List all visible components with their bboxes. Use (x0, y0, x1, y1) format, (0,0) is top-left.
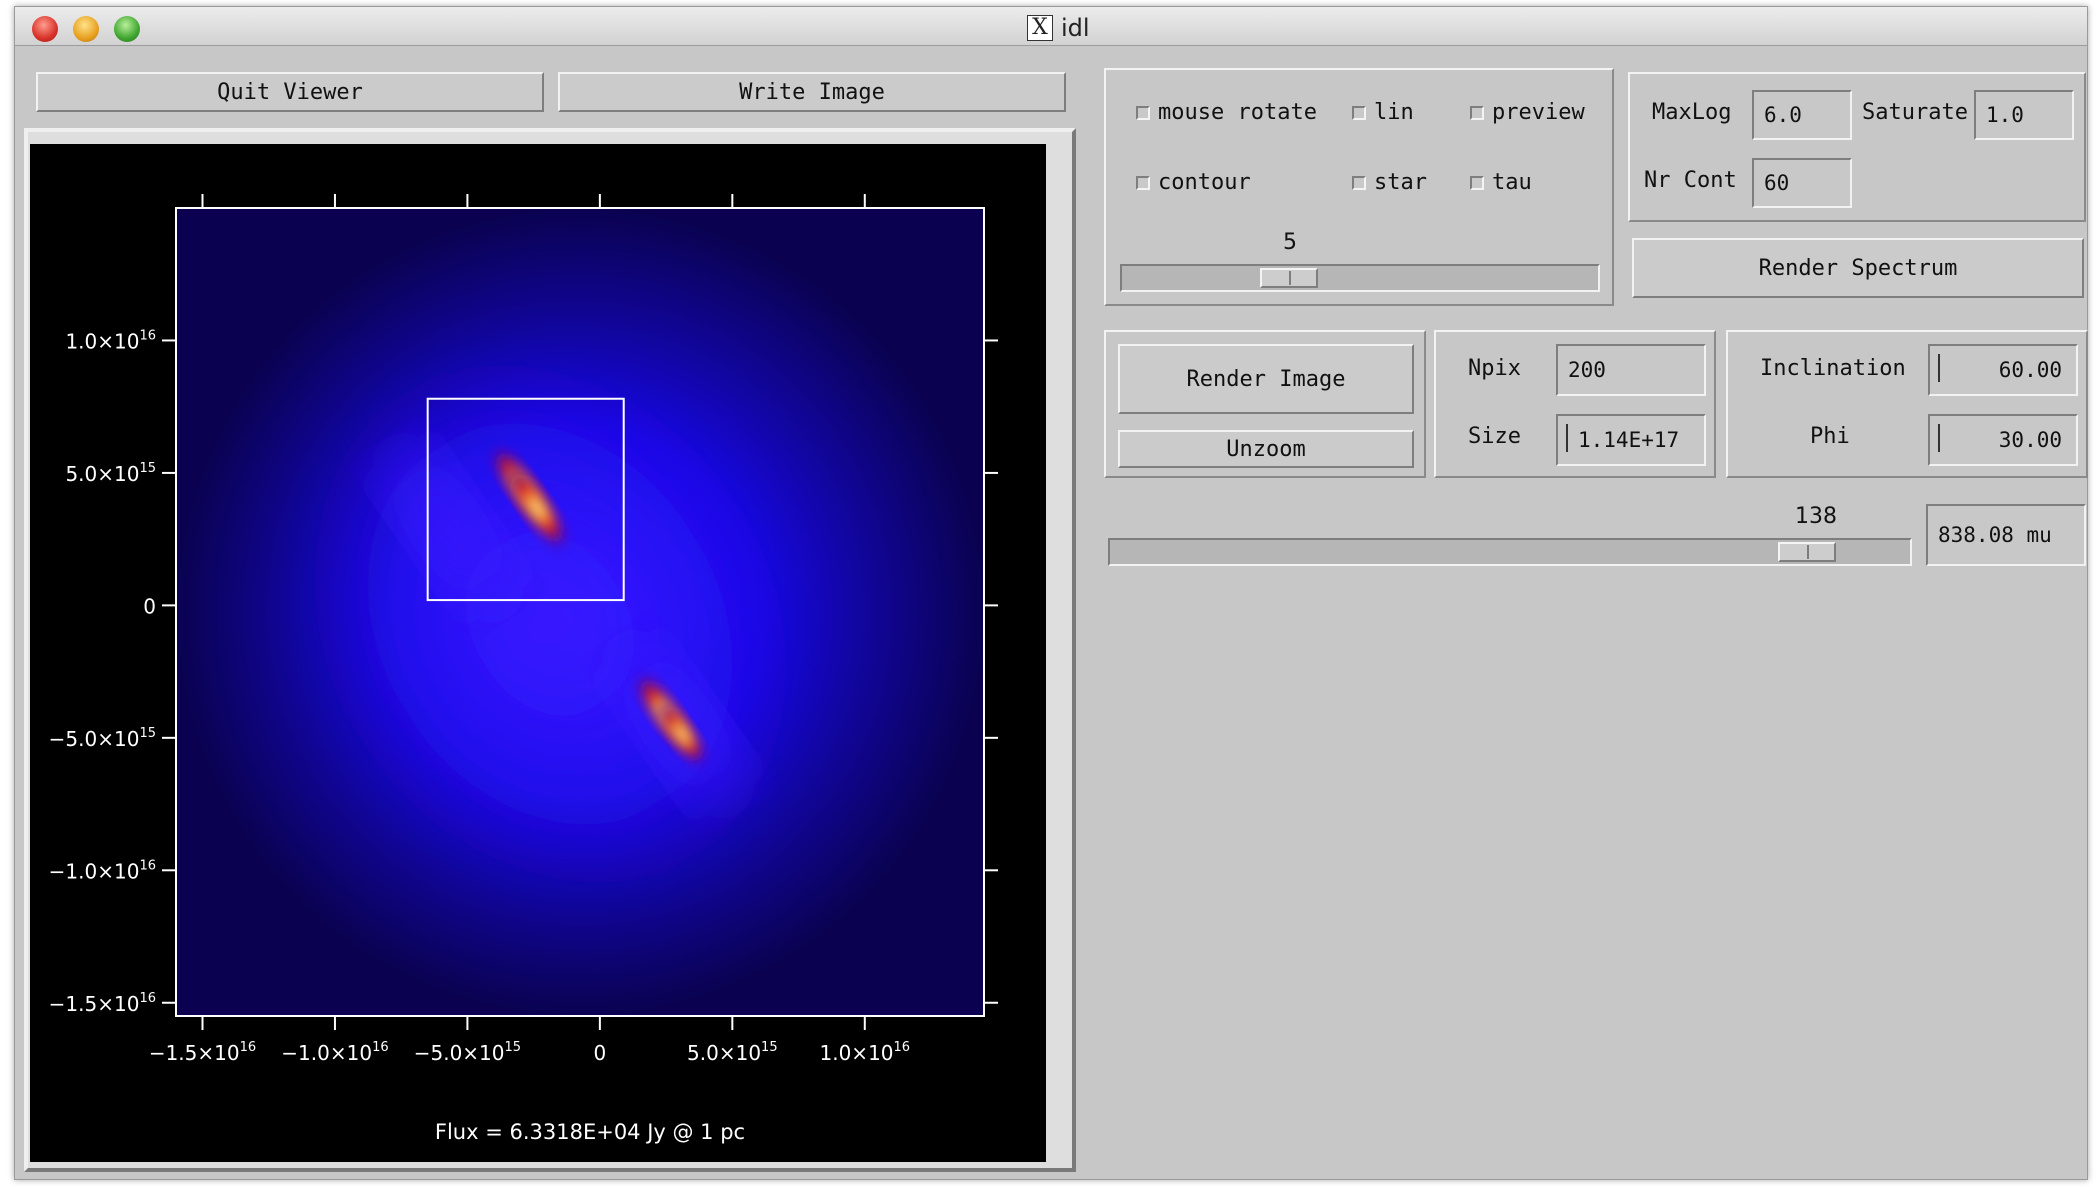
hot-spot-lower-tail (656, 700, 708, 768)
lin-label: lin (1374, 100, 1414, 125)
mouse-rotate-label: mouse rotate (1158, 100, 1317, 125)
zoom-window-icon[interactable] (114, 16, 140, 42)
write-image-button[interactable]: Write Image (558, 72, 1066, 112)
contour-label: contour (1158, 170, 1251, 195)
plot-border (175, 207, 985, 1017)
preview-label: preview (1492, 100, 1585, 125)
wavelength-index-label: 138 (1795, 504, 1837, 529)
contour-settings-panel (1628, 72, 2086, 222)
npix-label: Npix (1468, 356, 1521, 381)
unzoom-button[interactable]: Unzoom (1118, 430, 1414, 468)
lin-checkbox[interactable]: lin (1352, 100, 1414, 125)
size-label: Size (1468, 424, 1521, 449)
size-input[interactable]: 1.14E+17 (1556, 414, 1706, 466)
image-plot[interactable]: −1.5×1016 −1.0×1016 −5.0×1015 0 5.0×1015 1.0×… (30, 144, 1046, 1162)
x-tick-label: −1.0×1016 (281, 1040, 388, 1065)
tau-checkbox[interactable]: tau (1470, 170, 1532, 195)
preview-checkbox[interactable]: preview (1470, 100, 1585, 125)
checkbox-square[interactable] (1352, 105, 1366, 120)
minimize-window-icon[interactable] (73, 16, 99, 42)
x-tick-label: −5.0×1015 (414, 1040, 521, 1065)
grid-panel (1434, 330, 1716, 478)
inclination-label: Inclination (1760, 356, 1906, 381)
text-cursor-icon (1938, 354, 1940, 382)
checkbox-square[interactable] (1136, 105, 1150, 120)
y-tick-label: −1.5×1016 (49, 991, 156, 1016)
zoom-box[interactable] (426, 397, 625, 602)
text-cursor-icon (1566, 424, 1568, 452)
viewing-angle-panel (1726, 330, 2088, 478)
x-tick-label: −1.5×1016 (149, 1040, 256, 1065)
nrcont-input[interactable]: 60 (1752, 158, 1852, 208)
checkbox-square[interactable] (1136, 175, 1150, 190)
inclination-input[interactable]: 60.00 (1928, 344, 2078, 396)
x-tick-label: 0 (594, 1041, 607, 1065)
checkbox-square[interactable] (1470, 175, 1484, 190)
npix-input[interactable]: 200 (1556, 344, 1706, 396)
plot-canvas[interactable]: −1.5×1016 −1.0×1016 −5.0×1015 0 5.0×1015 1.0×… (30, 144, 1046, 1162)
x-tick-label: 5.0×1015 (687, 1040, 778, 1065)
options-panel (1104, 68, 1614, 306)
flux-label: Flux = 6.3318E+04 Jy @ 1 pc (435, 1120, 745, 1144)
wavelength-slider-thumb[interactable] (1777, 542, 1836, 562)
mouse-rotate-checkbox[interactable]: mouse rotate (1136, 100, 1317, 125)
y-tick-label: −5.0×1015 (49, 726, 156, 751)
star-checkbox[interactable]: star (1352, 170, 1427, 195)
nrcont-label: Nr Cont (1644, 168, 1737, 193)
emission-halo-upper (385, 449, 511, 607)
saturate-input[interactable]: 1.0 (1974, 90, 2074, 140)
window-title: X idl (1027, 14, 1090, 42)
maxlog-label: MaxLog (1652, 100, 1732, 125)
top-slider-value: 5 (1283, 230, 1297, 255)
contour-checkbox[interactable]: contour (1136, 170, 1251, 195)
top-slider-thumb[interactable] (1259, 268, 1318, 288)
render-image-button[interactable]: Render Image (1118, 344, 1414, 414)
phi-value: 30.00 (1998, 428, 2062, 452)
star-label: star (1374, 170, 1427, 195)
title-bar: X idl (15, 7, 2087, 46)
top-slider[interactable] (1120, 264, 1600, 292)
render-panel (1104, 330, 1426, 478)
close-window-icon[interactable] (32, 16, 58, 42)
text-cursor-icon (1938, 424, 1940, 452)
y-tick-label: −1.0×1016 (49, 858, 156, 883)
phi-input[interactable]: 30.00 (1928, 414, 2078, 466)
saturate-label: Saturate (1862, 100, 1968, 125)
render-spectrum-button[interactable]: Render Spectrum (1632, 238, 2084, 298)
hot-spot-upper-tail (504, 464, 570, 552)
quit-viewer-button[interactable]: Quit Viewer (36, 72, 544, 112)
checkbox-square[interactable] (1470, 105, 1484, 120)
x-tick-label: 1.0×1016 (820, 1040, 911, 1065)
size-input-value: 1.14E+17 (1578, 428, 1680, 452)
checkbox-square[interactable] (1352, 175, 1366, 190)
y-tick-label: 5.0×1015 (65, 461, 156, 486)
window-title-text: idl (1061, 14, 1090, 42)
wavelength-slider[interactable] (1108, 538, 1912, 566)
tau-label: tau (1492, 170, 1532, 195)
phi-label: Phi (1810, 424, 1850, 449)
maxlog-input[interactable]: 6.0 (1752, 90, 1852, 140)
y-tick-label: 1.0×1016 (65, 328, 156, 353)
wavelength-input[interactable]: 838.08 mu (1926, 504, 2086, 566)
inclination-value: 60.00 (1998, 358, 2062, 382)
x11-icon: X (1027, 15, 1053, 41)
y-tick-label: 0 (143, 594, 156, 618)
